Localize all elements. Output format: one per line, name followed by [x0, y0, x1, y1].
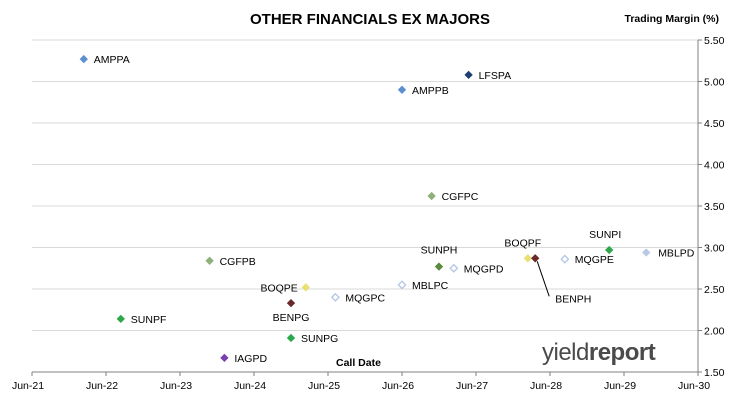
data-label-mqgpe: MQGPE: [575, 254, 614, 266]
marker-sunpf: [116, 314, 125, 324]
y-tick-label: 4.00: [704, 160, 725, 172]
x-tick-label: Jun-30: [678, 380, 710, 392]
data-label-amppa: AMPPA: [94, 54, 130, 66]
marker-cgfpb: [205, 256, 214, 265]
x-tick-label: Jun-26: [382, 380, 414, 392]
y-tick-label: 4.50: [704, 118, 725, 130]
x-tick-label: Jun-23: [160, 380, 192, 392]
data-label-cgfpb: CGFPB: [220, 256, 256, 268]
marker-amppb: [397, 85, 407, 94]
marker-sunph: [434, 262, 444, 271]
data-label-lfspa: LFSPA: [479, 70, 511, 82]
data-label-mqgpc: MQGPC: [345, 292, 385, 304]
data-label-mblpc: MBLPC: [412, 280, 449, 292]
marker-mqgpd: [449, 263, 459, 273]
data-label-sunpg: SUNPG: [301, 333, 338, 345]
data-label-sunpf: SUNPF: [131, 314, 167, 326]
marker-sunpi: [605, 245, 614, 255]
marker-mqgpc: [330, 292, 340, 302]
data-label-boqpe: BOQPE: [260, 282, 297, 294]
marker-benpg: [286, 298, 296, 308]
marker-cgfpc: [427, 191, 436, 201]
x-tick-label: Jun-22: [86, 380, 118, 392]
data-label-amppb: AMPPB: [412, 85, 449, 97]
data-label-boqpf: BOQPF: [504, 237, 541, 249]
data-label-mblpd: MBLPD: [658, 247, 695, 259]
yieldreport-logo: yieldreport: [542, 339, 656, 369]
x-axis-title: Call Date: [336, 357, 381, 369]
marker-benph: [531, 254, 540, 263]
marker-mqgpe: [560, 254, 570, 264]
logo-wordmark: yieldreport: [542, 339, 656, 366]
marker-sunpg: [286, 333, 296, 343]
y-tick-label: 5.50: [704, 35, 725, 47]
marker-boqpe: [301, 283, 310, 292]
y-tick-label: 3.50: [704, 201, 725, 213]
marker-amppa: [79, 54, 88, 64]
y-tick-label: 2.50: [704, 284, 725, 296]
x-tick-label: Jun-25: [308, 380, 340, 392]
data-label-iagpd: IAGPD: [234, 353, 267, 365]
data-label-cgfpc: CGFPC: [442, 191, 479, 203]
marker-iagpd: [220, 353, 229, 363]
marker-lfspa: [464, 70, 473, 80]
y-tick-label: 1.50: [704, 367, 725, 379]
x-tick-label: Jun-21: [12, 380, 44, 392]
x-tick-label: Jun-27: [456, 380, 488, 392]
marker-boqpf: [523, 254, 532, 263]
x-tick-label: Jun-28: [530, 380, 562, 392]
data-label-sunpi: SUNPI: [589, 229, 621, 241]
marker-mblpc: [397, 280, 407, 290]
y-tick-label: 5.00: [704, 77, 725, 89]
data-label-benpg: BENPG: [273, 312, 310, 324]
marker-mblpd: [642, 248, 651, 257]
y-tick-label: 3.00: [704, 243, 725, 255]
y-axis-title: Trading Margin (%): [624, 13, 720, 25]
data-label-sunph: SUNPH: [421, 245, 458, 257]
y-tick-label: 2.00: [704, 326, 725, 338]
leader-line-benph: [536, 261, 550, 297]
x-tick-label: Jun-29: [604, 380, 636, 392]
chart-title: OTHER FINANCIALS EX MAJORS: [249, 11, 490, 28]
x-tick-label: Jun-24: [234, 380, 266, 392]
data-label-benph: BENPH: [555, 293, 591, 305]
data-label-mqgpd: MQGPD: [464, 263, 504, 275]
